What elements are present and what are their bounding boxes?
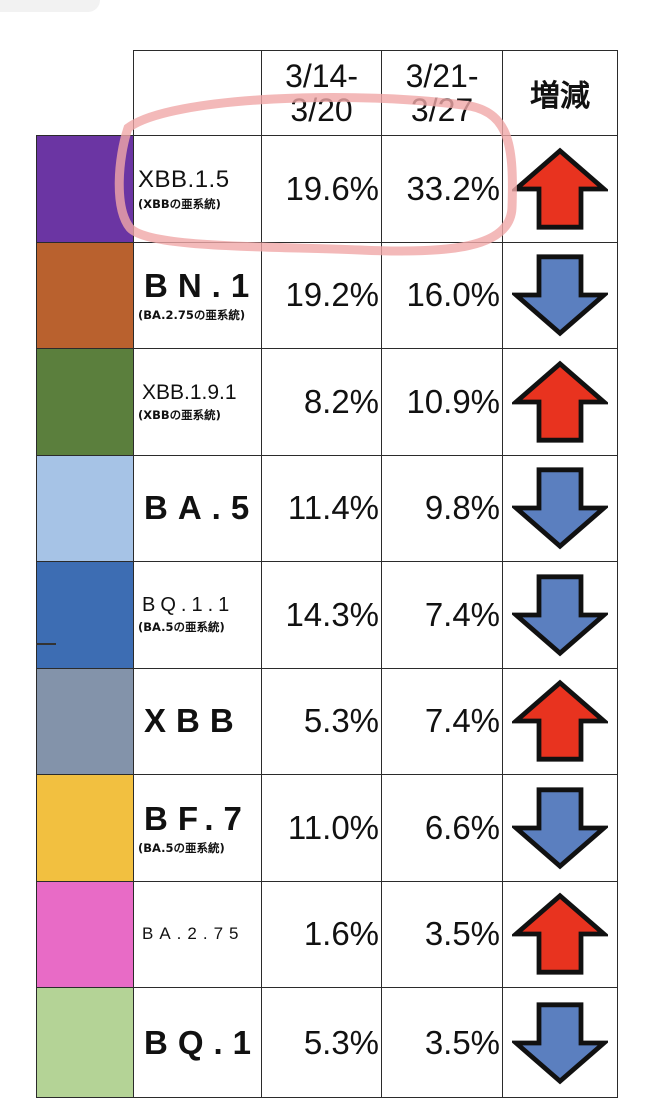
- table-row: BQ.1 5.3% 3.5%: [36, 987, 619, 1098]
- header-blank-cell: [36, 50, 134, 136]
- period-1-end: 3/20: [290, 92, 353, 128]
- trend-arrow-cell: [502, 561, 619, 669]
- period-1-value: 19.6%: [261, 135, 383, 243]
- period-2-value: 10.9%: [381, 348, 504, 456]
- variant-cell: BF.7 (BA.5の亜系統): [132, 774, 263, 882]
- period-2-end: 3/27: [410, 92, 474, 128]
- arrow-up-icon: [512, 360, 609, 443]
- period-2-value: 7.4%: [381, 561, 504, 669]
- variant-cell: XBB.1.5 (XBBの亜系統): [132, 135, 263, 243]
- variant-name: BQ.1: [144, 1023, 262, 1061]
- period-1-value: 11.0%: [261, 774, 383, 882]
- arrow-down-icon: [512, 1001, 609, 1084]
- period-2-value: 6.6%: [381, 774, 504, 882]
- variant-name: BA.2.75: [142, 924, 245, 944]
- variant-cell: BN.1 (BA.2.75の亜系統): [132, 241, 263, 349]
- period-1-value: 8.2%: [261, 348, 383, 456]
- header-period-2: 3/21- 3/27: [381, 50, 504, 136]
- period-2-value: 16.0%: [381, 241, 504, 349]
- variant-subtext: (XBBの亜系統): [138, 407, 221, 422]
- variant-subtext: (BA.5の亜系統): [138, 840, 225, 855]
- period-1-start: 3/14-: [285, 58, 358, 94]
- color-swatch: [36, 880, 134, 988]
- arrow-down-icon: [512, 787, 609, 870]
- variant-name: BQ.1.1: [142, 594, 235, 617]
- trend-arrow-cell: [502, 774, 619, 882]
- table-row: BN.1 (BA.2.75の亜系統) 19.2% 16.0%: [36, 241, 619, 349]
- variant-name: BF.7: [144, 799, 252, 837]
- variant-name: XBB.1.9.1: [142, 380, 237, 404]
- variant-subtext: (BA.5の亜系統): [138, 620, 225, 635]
- color-swatch: [36, 667, 134, 775]
- arrow-up-icon: [512, 679, 609, 762]
- color-swatch: [36, 454, 134, 562]
- trend-arrow-cell: [502, 135, 619, 243]
- period-2-value: 9.8%: [381, 454, 504, 562]
- variant-name: BA.5: [144, 489, 260, 527]
- color-swatch: [36, 987, 134, 1098]
- trend-arrow-cell: [502, 454, 619, 562]
- period-1-value: 5.3%: [261, 987, 383, 1098]
- header-change: 増減: [502, 50, 619, 136]
- color-swatch: [36, 561, 134, 669]
- table-row: BA.2.75 1.6% 3.5%: [36, 880, 619, 988]
- period-2-value: 3.5%: [381, 880, 504, 988]
- margin-tick: [36, 643, 56, 645]
- variant-cell: XBB.1.9.1 (XBBの亜系統): [132, 348, 263, 456]
- arrow-up-icon: [512, 147, 609, 230]
- header-period-1: 3/14- 3/20: [261, 50, 383, 136]
- table-row: XBB.1.9.1 (XBBの亜系統) 8.2% 10.9%: [36, 348, 619, 456]
- corner-mark: [0, 0, 100, 12]
- variant-cell: BQ.1.1 (BA.5の亜系統): [132, 561, 263, 669]
- variant-cell: BA.2.75: [132, 880, 263, 988]
- trend-arrow-cell: [502, 348, 619, 456]
- header-variant-cell: [132, 50, 263, 136]
- table-row: BF.7 (BA.5の亜系統) 11.0% 6.6%: [36, 774, 619, 882]
- table-row: BQ.1.1 (BA.5の亜系統) 14.3% 7.4%: [36, 561, 619, 669]
- table-row: BA.5 11.4% 9.8%: [36, 454, 619, 562]
- variant-subtext: (XBBの亜系統): [138, 196, 221, 211]
- table-row: XBB.1.5 (XBBの亜系統) 19.6% 33.2%: [36, 135, 619, 243]
- variant-subtext: (BA.2.75の亜系統): [138, 308, 246, 323]
- period-1-value: 1.6%: [261, 880, 383, 988]
- period-2-value: 3.5%: [381, 987, 504, 1098]
- arrow-down-icon: [512, 574, 609, 657]
- trend-arrow-cell: [502, 667, 619, 775]
- arrow-down-icon: [512, 254, 609, 337]
- color-swatch: [36, 241, 134, 349]
- table-row: XBB 5.3% 7.4%: [36, 667, 619, 775]
- color-swatch: [36, 774, 134, 882]
- period-1-value: 19.2%: [261, 241, 383, 349]
- variant-cell: BQ.1: [132, 987, 263, 1098]
- variant-name: BN.1: [144, 267, 260, 305]
- period-2-value: 33.2%: [381, 135, 504, 243]
- period-1-value: 11.4%: [261, 454, 383, 562]
- period-1-value: 5.3%: [261, 667, 383, 775]
- variant-cell: XBB: [132, 667, 263, 775]
- color-swatch: [36, 135, 134, 243]
- variant-share-table: 3/14- 3/20 3/21- 3/27 増減 XBB.1.5 (XBBの亜系…: [36, 50, 619, 1098]
- color-swatch: [36, 348, 134, 456]
- period-1-value: 14.3%: [261, 561, 383, 669]
- trend-arrow-cell: [502, 241, 619, 349]
- period-2-value: 7.4%: [381, 667, 504, 775]
- arrow-down-icon: [512, 467, 609, 550]
- arrow-up-icon: [512, 892, 609, 975]
- variant-name: XBB: [144, 702, 244, 740]
- trend-arrow-cell: [502, 987, 619, 1098]
- trend-arrow-cell: [502, 880, 619, 988]
- table-header-row: 3/14- 3/20 3/21- 3/27 増減: [36, 50, 619, 136]
- period-2-start: 3/21-: [405, 58, 479, 94]
- variant-name: XBB.1.5: [138, 165, 230, 193]
- variant-cell: BA.5: [132, 454, 263, 562]
